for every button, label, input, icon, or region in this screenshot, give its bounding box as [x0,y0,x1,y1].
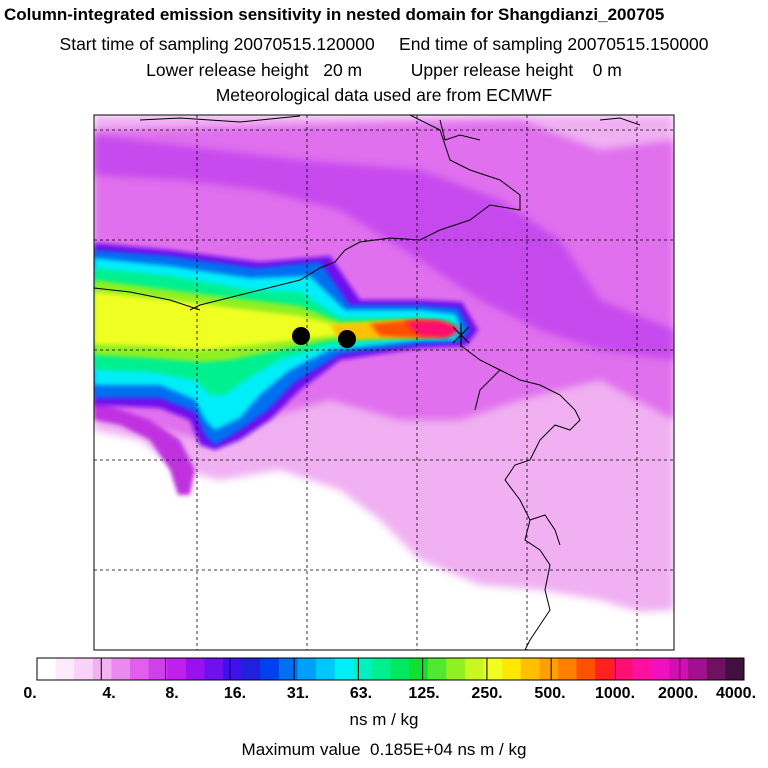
colorbar-swatch [464,658,485,680]
colorbar-label: 125. [408,685,440,702]
colorbar-swatch [130,658,150,680]
map-title: Column-integrated emission sensitivity i… [4,5,665,24]
colorbar-swatch [55,658,75,680]
colorbar-swatch [595,658,615,680]
sensitivity-field [94,115,674,650]
colorbar-swatch [260,658,280,680]
colorbar-swatch [334,658,354,680]
colorbar-label: 63. [349,685,373,702]
colorbar-swatch [427,658,447,680]
lat-lon-grid [94,115,674,650]
release-height-line: Lower release height 20 m Upper release … [146,60,622,80]
colorbar-swatch [576,658,596,680]
colorbar-swatch [353,658,373,680]
sampling-time-line: Start time of sampling 20070515.120000 E… [59,34,709,54]
particle-position-marker [338,330,356,348]
colorbar-swatch [688,658,708,680]
colorbar-swatch [167,658,187,680]
colorbar-swatch [390,658,410,680]
colorbar-swatch [539,658,559,680]
colorbar-label: 2000. [657,685,699,702]
colorbar-swatch [650,658,671,680]
colorbar-swatch [725,658,745,680]
colorbar-label: 500. [534,685,566,702]
colorbar-swatch [409,658,429,680]
colorbar-label: 0. [23,685,37,702]
colorbar-swatch [483,658,503,680]
maximum-value-text: Maximum value 0.185E+04 ns m / kg [241,740,527,759]
colorbar-frame [36,657,745,681]
colorbar-swatch [669,658,689,680]
colorbar-swatch [613,658,633,680]
colorbar-swatch [204,658,224,680]
colorbar-label: 4. [102,685,116,702]
colorbar-swatch [316,658,336,680]
colorbar-swatch [92,658,112,680]
colorbar-label: 250. [471,685,503,702]
colorbar-label: 16. [223,685,247,702]
release-site-marker [452,323,470,347]
colorbar-label: 4000. [715,685,757,702]
colorbar-swatch [632,658,652,680]
colorbar-swatch [278,658,298,680]
colorbar-label: 1000. [594,685,636,702]
colorbar-swatch [371,658,391,680]
meteorology-line: Meteorological data used are from ECMWF [215,85,553,105]
colorbar-swatch [502,658,522,680]
colorbar-swatch [446,658,466,680]
colorbar-swatch [223,658,243,680]
map-frame [93,114,675,651]
colorbar-swatch [148,658,168,680]
colorbar-swatch [706,658,726,680]
colorbar-swatch [37,658,57,680]
colorbar-label: 8. [165,685,179,702]
colorbar-units: ns m / kg [349,710,419,729]
colorbar-swatch [557,658,578,680]
colorbar-label: 31. [286,685,310,702]
colorbar-swatch [297,658,317,680]
colorbar-swatch [241,658,261,680]
colorbar-swatch [520,658,540,680]
colorbar-swatch [185,658,205,680]
colorbar-swatch [74,658,94,680]
colorbar-swatch [111,658,131,680]
colorbar [37,658,745,680]
particle-position-marker [292,327,310,345]
